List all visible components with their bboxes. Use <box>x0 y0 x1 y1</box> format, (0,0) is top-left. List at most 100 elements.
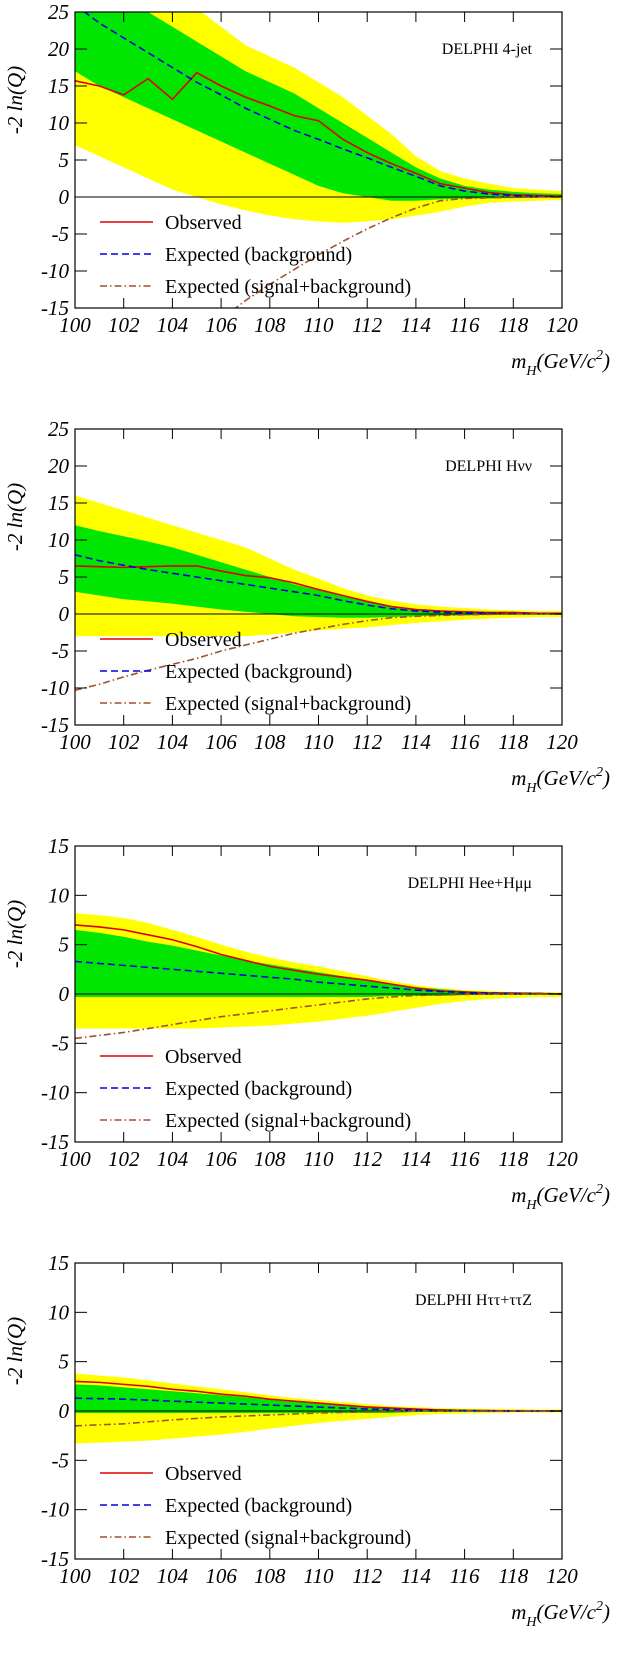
x-tick-label: 114 <box>401 1147 431 1171</box>
y-tick-label: 10 <box>48 528 70 552</box>
plot-area <box>75 495 562 691</box>
annotation: DELPHI Hνν <box>445 458 532 475</box>
x-tick-label: 112 <box>352 313 382 337</box>
x-tick-label: 120 <box>546 730 578 754</box>
x-tick-label: 112 <box>352 730 382 754</box>
y-tick-label: 15 <box>48 1251 69 1275</box>
x-tick-label: 114 <box>401 313 431 337</box>
y-tick-label: 10 <box>48 1300 70 1324</box>
y-tick-label: -15 <box>41 713 69 737</box>
x-axis-label-part: H <box>525 781 537 796</box>
x-tick-label: 100 <box>59 1564 91 1588</box>
y-tick-label: 0 <box>59 1399 70 1423</box>
y-tick-label: 10 <box>48 883 70 907</box>
series-line <box>75 71 562 198</box>
y-tick-label: -10 <box>41 676 69 700</box>
y-tick-label: 25 <box>48 417 69 441</box>
x-axis-label: mH(GeV/c2) <box>511 1599 610 1630</box>
x-tick-label: 114 <box>401 730 431 754</box>
legend-label: Expected (signal+background) <box>165 1110 411 1132</box>
x-tick-label: 108 <box>254 1147 286 1171</box>
x-tick-label: 112 <box>352 1147 382 1171</box>
plot-area <box>75 12 562 308</box>
x-tick-label: 116 <box>450 1564 480 1588</box>
plot-area <box>75 913 562 1040</box>
x-axis-label-part: H <box>525 1615 537 1630</box>
legend-label: Expected (background) <box>165 244 352 266</box>
panel: 100 102 104 106 108 110 112 114 116 118 120-15-10-… <box>3 417 610 796</box>
x-tick-label: 104 <box>157 1564 189 1588</box>
legend-label: Observed <box>165 1046 242 1068</box>
band <box>75 1384 562 1413</box>
y-tick-label: -5 <box>52 1448 70 1472</box>
band <box>75 525 562 618</box>
y-tick-label: 0 <box>59 982 70 1006</box>
y-tick-label: 0 <box>59 185 70 209</box>
x-tick-label: 110 <box>304 1564 334 1588</box>
x-axis-label-part: m <box>511 766 526 790</box>
legend-label: Observed <box>165 1463 242 1485</box>
series-line <box>75 565 562 615</box>
x-axis-label-part: m <box>511 1183 526 1207</box>
legend-label: Expected (background) <box>165 661 352 683</box>
x-tick-label: 110 <box>304 1147 334 1171</box>
x-axis-label-part: ) <box>602 1600 610 1624</box>
x-tick-label: 110 <box>304 313 334 337</box>
x-axis-label-part: m <box>511 1600 526 1624</box>
x-tick-label: 108 <box>254 730 286 754</box>
x-tick-label: 106 <box>205 313 237 337</box>
y-tick-label: 0 <box>59 602 70 626</box>
y-tick-label: 15 <box>48 74 69 98</box>
x-axis-label: mH(GeV/c2) <box>511 765 610 796</box>
legend-label: Expected (signal+background) <box>165 276 411 298</box>
x-tick-label: 100 <box>59 1147 91 1171</box>
x-tick-label: 120 <box>546 1147 578 1171</box>
y-tick-label: 5 <box>59 148 70 172</box>
x-tick-label: 104 <box>157 313 189 337</box>
x-tick-label: 110 <box>304 730 334 754</box>
series-line <box>75 1410 562 1427</box>
legend-label: Expected (signal+background) <box>165 693 411 715</box>
x-tick-label: 102 <box>108 730 140 754</box>
x-tick-label: 118 <box>498 1564 528 1588</box>
y-tick-label: 20 <box>48 37 70 61</box>
series-line <box>75 613 562 691</box>
y-axis-label: -2 ln(Q) <box>3 900 27 968</box>
x-tick-label: 112 <box>352 1564 382 1588</box>
x-tick-label: 120 <box>546 313 578 337</box>
y-tick-label: -15 <box>41 296 69 320</box>
annotation: DELPHI 4-jet <box>442 41 533 58</box>
x-axis-label-part: (GeV/c <box>537 1600 597 1624</box>
x-tick-label: 118 <box>498 313 528 337</box>
x-tick-label: 116 <box>450 730 480 754</box>
x-axis-label-part: H <box>525 1198 537 1213</box>
x-axis-label-part: ) <box>602 349 610 373</box>
series-line <box>75 993 562 1040</box>
x-axis-label-part: 2 <box>596 1182 603 1197</box>
y-tick-label: 20 <box>48 454 70 478</box>
x-tick-label: 118 <box>498 1147 528 1171</box>
y-tick-label: -10 <box>41 1498 69 1522</box>
x-tick-label: 104 <box>157 730 189 754</box>
x-axis-label-part: m <box>511 349 526 373</box>
y-tick-label: 15 <box>48 834 69 858</box>
y-tick-label: -15 <box>41 1130 69 1154</box>
y-tick-label: -15 <box>41 1547 69 1571</box>
y-tick-label: 5 <box>59 1350 70 1374</box>
x-tick-label: 104 <box>157 1147 189 1171</box>
legend-label: Expected (background) <box>165 1078 352 1100</box>
band <box>75 913 562 1029</box>
x-tick-label: 106 <box>205 1564 237 1588</box>
plot-area <box>75 1373 562 1444</box>
x-axis-label-part: ) <box>602 1183 610 1207</box>
x-axis-label-part: 2 <box>596 765 603 780</box>
y-tick-label: 5 <box>59 933 70 957</box>
y-tick-label: -10 <box>41 1081 69 1105</box>
x-tick-label: 100 <box>59 313 91 337</box>
y-tick-label: -5 <box>52 1031 70 1055</box>
panel: 100 102 104 106 108 110 112 114 116 118 120-15-10-… <box>3 0 610 379</box>
x-tick-label: 114 <box>401 1564 431 1588</box>
band <box>75 929 562 997</box>
panel: 100 102 104 106 108 110 112 114 116 118 120-15-10-… <box>3 1251 610 1630</box>
